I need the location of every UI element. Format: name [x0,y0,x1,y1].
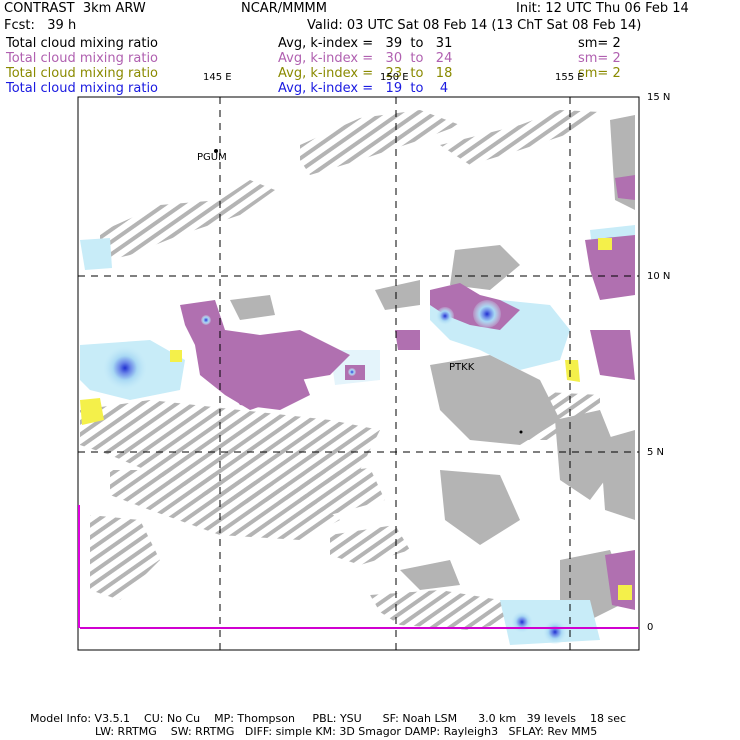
lon-label-150: 150 E [380,72,409,83]
valid-time: Valid: 03 UTC Sat 08 Feb 14 (13 ChT Sat … [307,18,642,33]
legend-sm-2: sm= 2 [578,51,621,66]
org-label: NCAR/MMMM [241,1,327,16]
legend-field-1: Total cloud mixing ratio [6,36,159,51]
lon-label-155: 155 E [555,72,584,83]
pgum-marker [214,149,218,153]
yellow-clouds [80,238,632,600]
legend-range-1: Avg, k-index = 39 to 31 [278,36,453,51]
legend-range-2: Avg, k-index = 30 to 24 [278,51,453,66]
island-marker [519,430,523,434]
lat-label-5n: 5 N [647,447,665,458]
model-title: CONTRAST 3km ARW [4,1,146,16]
lat-label-0: 0 [647,622,654,633]
init-time: Init: 12 UTC Thu 06 Feb 14 [516,1,689,16]
legend-sm-1: sm= 2 [578,36,621,51]
station-ptkk: PTKK [449,362,475,373]
model-info-line1: Model Info: V3.5.1 CU: No Cu MP: Thompso… [30,712,627,725]
legend-range-3: Avg, k-index = 23 to 18 [278,66,453,81]
lat-label-15n: 15 N [647,92,671,103]
legend-range-4: Avg, k-index = 19 to 4 [278,81,449,96]
model-info-line2: LW: RRTMG SW: RRTMG DIFF: simple KM: 3D … [95,725,598,738]
forecast-hour: Fcst: 39 h [4,18,77,33]
station-pgum: PGUM [197,152,227,163]
lon-label-145: 145 E [203,72,232,83]
lat-lon-grid [78,97,639,650]
lat-label-10n: 10 N [647,271,671,282]
legend-field-2: Total cloud mixing ratio [6,51,159,66]
legend-field-3: Total cloud mixing ratio [6,66,159,81]
legend-sm-3: sm= 2 [578,66,621,81]
legend-field-4: Total cloud mixing ratio [6,81,159,96]
